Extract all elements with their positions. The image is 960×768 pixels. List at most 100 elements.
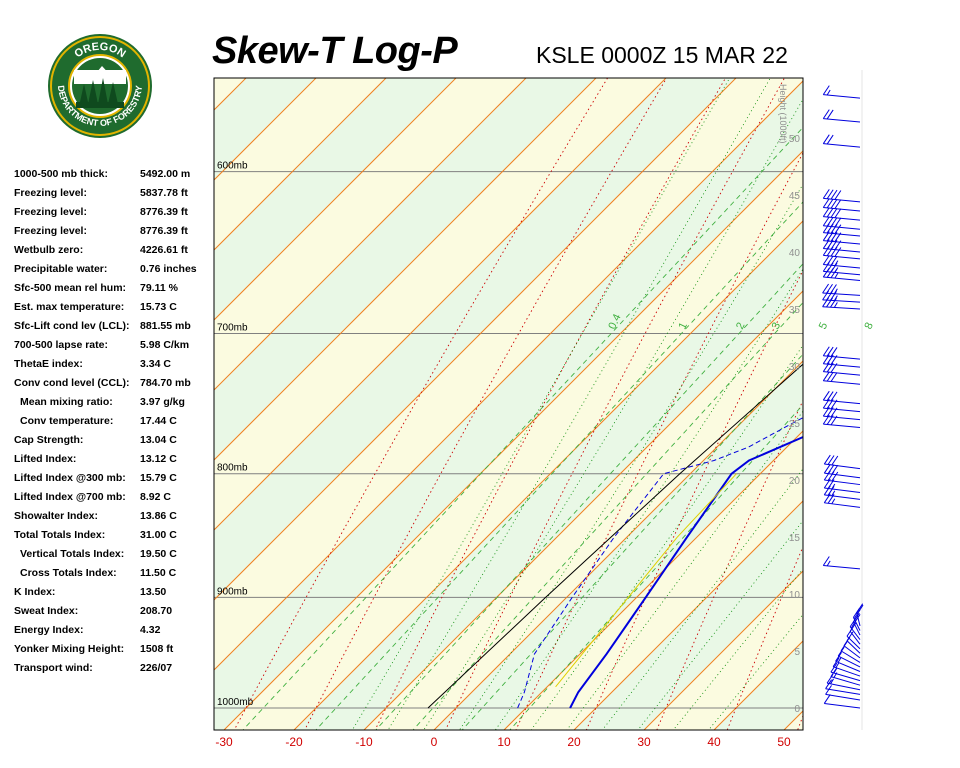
x-tick-label: -10 <box>355 735 373 749</box>
barb-staff <box>835 660 861 672</box>
isotherm-line <box>293 220 803 730</box>
barb-staff <box>823 380 861 385</box>
isotherm-line <box>214 78 737 601</box>
dry-adiabat <box>304 78 668 730</box>
barb-staff <box>843 645 861 659</box>
temp-band <box>784 711 803 730</box>
height-tick-label: 20 <box>789 476 801 487</box>
station-time-label: KSLE 0000Z 15 MAR 22 <box>536 42 788 68</box>
wind-barb <box>822 134 861 148</box>
wind-barb <box>822 189 861 203</box>
index-label: Freezing level: <box>14 206 87 218</box>
barb-half-flag <box>833 667 838 674</box>
barb-flag <box>826 207 834 218</box>
index-label: K Index: <box>14 586 56 598</box>
x-tick-label: 40 <box>707 735 721 749</box>
index-label: Conv cond level (CCL): <box>14 377 130 389</box>
dry-adiabat <box>797 714 803 730</box>
index-value: 8.92 C <box>140 491 171 503</box>
isotherm-line <box>214 78 597 461</box>
sounding-series <box>427 363 803 709</box>
barb-staff <box>837 655 861 668</box>
barb-flag <box>826 346 834 357</box>
wind-barb <box>826 673 861 691</box>
barb-staff <box>823 143 861 148</box>
plot-frame <box>213 77 804 731</box>
isotherm-line <box>854 78 960 730</box>
chart-labels: 1000mb900mb800mb700mb600mb500mb400mb300m… <box>215 84 876 749</box>
barb-flag <box>834 217 842 228</box>
barb-staff <box>846 635 861 650</box>
x-tick-label: 10 <box>497 735 511 749</box>
wind-barb <box>832 657 861 677</box>
barb-staff <box>823 118 861 123</box>
index-label: Energy Index: <box>14 624 84 636</box>
index-value: 31.00 C <box>140 529 177 541</box>
dry-adiabat <box>726 545 803 730</box>
barb-flag <box>826 255 834 266</box>
index-label: 700-500 lapse rate: <box>14 339 108 351</box>
wind-barb <box>822 207 861 221</box>
barb-flag <box>831 464 839 475</box>
barb-flag <box>835 652 842 662</box>
index-label: Cross Totals Index: <box>20 567 117 579</box>
index-label: Sfc-500 mean rel hum: <box>14 282 127 294</box>
isotherm-line <box>0 78 176 730</box>
barb-half-flag <box>833 288 838 294</box>
index-label: Freezing level: <box>14 187 87 199</box>
dry-adiabat <box>858 0 960 759</box>
barb-flag <box>830 217 838 227</box>
barb-flag <box>831 455 839 466</box>
moist-adiabat <box>672 568 803 730</box>
height-tick-label: 40 <box>789 248 801 259</box>
isotherm-line <box>363 290 803 730</box>
oregon-forestry-logo: OREGON DEPARTMENT OF FORESTRY <box>48 34 152 138</box>
index-value: 4.32 <box>140 624 161 636</box>
pressure-tick-label: 700mb <box>217 322 248 333</box>
barb-flag <box>826 134 834 145</box>
barb-staff <box>823 407 861 413</box>
barb-flag <box>822 346 830 356</box>
index-value: 208.70 <box>140 605 173 617</box>
pressure-tick-label: 900mb <box>217 586 248 597</box>
index-value: 8776.39 ft <box>140 206 188 218</box>
barb-flag <box>834 208 842 219</box>
temp-band <box>0 78 176 730</box>
index-label: Wetbulb zero: <box>14 244 84 256</box>
wind-barb <box>825 685 861 701</box>
height-tick-label: 50 <box>789 134 801 145</box>
barb-staff <box>822 292 861 296</box>
height-tick-label: 0 <box>794 704 800 715</box>
barb-flag <box>830 198 838 209</box>
barb-staff <box>823 371 861 376</box>
barb-staff <box>824 494 861 500</box>
barb-flag <box>830 208 838 218</box>
index-value: 19.50 C <box>140 548 177 560</box>
index-label: Yonker Mixing Height: <box>14 643 125 655</box>
barb-flag <box>822 556 830 566</box>
barb-staff <box>823 415 861 421</box>
barb-flag <box>830 662 838 673</box>
barb-staff <box>840 650 861 663</box>
barb-flag <box>826 189 834 200</box>
wind-barb <box>823 694 861 709</box>
barb-flag <box>834 247 842 257</box>
barb-half-flag <box>835 662 840 668</box>
barb-staff <box>822 299 861 303</box>
barb-staff <box>824 702 861 709</box>
barb-flag <box>834 199 842 209</box>
barb-flag <box>822 207 830 217</box>
barb-staff <box>823 355 861 360</box>
wind-barb <box>822 390 861 405</box>
wind-barbs <box>822 70 864 730</box>
barb-staff <box>823 564 861 570</box>
barb-flag <box>830 189 838 200</box>
x-tick-label: 50 <box>777 735 791 749</box>
barb-flag <box>831 471 839 482</box>
barb-half-flag <box>830 678 834 685</box>
dry-adiabat <box>929 0 960 759</box>
index-label: Precipitable water: <box>14 263 108 275</box>
index-value: 5492.00 m <box>140 168 191 180</box>
index-label: Lifted Index @300 mb: <box>14 472 126 484</box>
